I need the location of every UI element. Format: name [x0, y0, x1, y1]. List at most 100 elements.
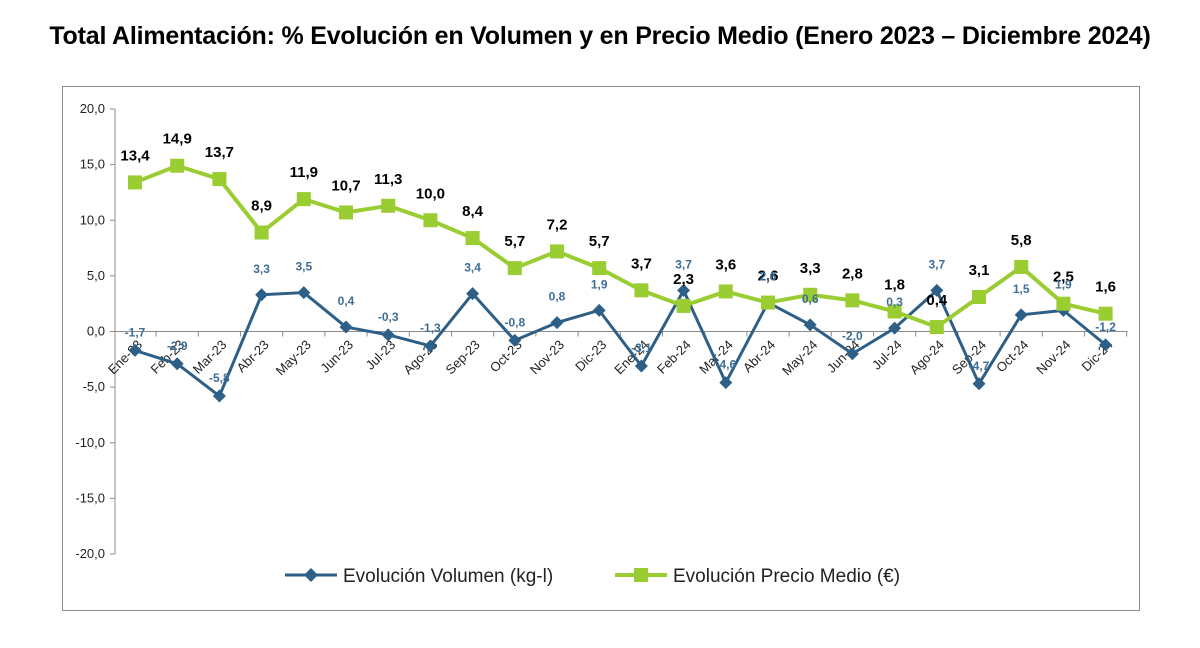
data-label-volumen: -2,9: [167, 339, 188, 353]
legend-label: Evolución Precio Medio (€): [673, 566, 900, 587]
y-tick-label: -10,0: [75, 435, 105, 450]
series-precio: [128, 158, 1113, 335]
x-tick-label: Ene-23: [105, 337, 145, 377]
x-tick-label: Sep-23: [442, 337, 482, 377]
chart-title: Total Alimentación: % Evolución en Volum…: [49, 22, 1151, 50]
y-tick-label: 0,0: [87, 324, 105, 339]
data-label-precio: 7,2: [547, 216, 568, 233]
data-point-volumen: [339, 320, 353, 334]
data-label-precio: 11,3: [374, 171, 402, 188]
data-label-volumen: -1,2: [1095, 320, 1116, 334]
x-tick-label: Oct-24: [993, 337, 1031, 375]
data-point-precio: [381, 198, 396, 213]
data-label-precio: 8,9: [251, 197, 272, 214]
data-label-volumen: 3,5: [295, 260, 312, 274]
data-label-volumen: 1,9: [591, 277, 608, 291]
data-point-precio: [296, 192, 311, 207]
data-point-precio: [1014, 259, 1029, 274]
data-point-precio: [634, 283, 649, 298]
data-label-precio: 5,7: [504, 233, 525, 250]
data-label-volumen: 1,5: [1013, 282, 1030, 296]
data-point-precio: [170, 158, 185, 173]
x-tick-label: Dic-23: [572, 337, 609, 374]
data-label-precio: 10,7: [331, 177, 360, 194]
data-label-volumen: 0,4: [338, 294, 355, 308]
data-label-precio: 3,3: [800, 260, 821, 277]
data-label-precio: 3,7: [631, 255, 652, 272]
legend-marker-square: [634, 568, 648, 582]
data-label-volumen: 0,8: [549, 290, 566, 304]
data-point-precio: [972, 290, 986, 305]
data-point-volumen: [592, 303, 606, 317]
x-tick-label: Ago-24: [907, 337, 947, 377]
legend-marker-diamond: [304, 568, 318, 582]
data-point-volumen: [888, 321, 902, 335]
data-point-volumen: [128, 343, 142, 357]
data-label-volumen: -1,7: [125, 325, 146, 339]
data-point-volumen: [1014, 308, 1028, 322]
data-label-precio: 2,6: [758, 268, 779, 285]
data-point-precio: [1056, 296, 1071, 311]
x-tick-label: Jun-23: [317, 337, 356, 376]
series-volumen: [128, 283, 1113, 403]
data-point-volumen: [255, 288, 269, 302]
data-point-precio: [423, 213, 438, 228]
data-label-volumen: -0,3: [378, 310, 399, 324]
data-label-precio: 13,4: [120, 147, 150, 164]
data-label-precio: 1,6: [1095, 279, 1116, 296]
data-point-volumen: [845, 347, 859, 361]
data-point-volumen: [930, 283, 944, 297]
y-tick-label: 5,0: [87, 268, 105, 283]
x-tick-label: Nov-24: [1033, 337, 1073, 377]
data-point-volumen: [634, 359, 648, 373]
data-point-volumen: [212, 389, 226, 403]
data-point-volumen: [719, 376, 733, 390]
data-point-precio: [1098, 306, 1113, 321]
data-label-volumen: -3,1: [631, 341, 652, 355]
data-point-volumen: [170, 357, 184, 371]
chart-frame: 20,0 15,0 10,0 5,0 0,0 -5,0 -10,0 -15,0 -20,0 En…: [62, 86, 1140, 611]
data-labels: 13,4 14,9 13,7 8,9 11,9 10,7 11,3 10,0 8,4 5,7 7,2…: [120, 131, 1116, 385]
x-tick-label: Jul-23: [363, 337, 399, 373]
x-tick-label: May-24: [779, 337, 820, 378]
data-point-volumen: [677, 283, 691, 297]
data-label-precio: 2,5: [1053, 269, 1074, 286]
data-point-volumen: [466, 287, 480, 301]
y-axis: 20,0 15,0 10,0 5,0 0,0 -5,0 -10,0 -15,0 -20,0: [75, 101, 116, 561]
legend: Evolución Volumen (kg-l) Evolución Precio…: [285, 566, 900, 587]
data-label-volumen: 1,9: [1055, 277, 1072, 291]
data-label-volumen: 3,7: [928, 257, 945, 271]
data-point-precio: [718, 284, 733, 299]
data-label-volumen: 2,6: [760, 270, 777, 284]
y-tick-label: 10,0: [80, 212, 105, 227]
data-point-volumen: [381, 328, 395, 342]
data-point-precio: [803, 287, 818, 302]
data-label-volumen: -4,6: [715, 358, 736, 372]
data-point-precio: [676, 298, 691, 313]
y-tick-label: -15,0: [75, 490, 105, 505]
data-label-precio: 5,8: [1011, 232, 1032, 249]
data-point-volumen: [803, 318, 817, 332]
data-label-volumen: -2,0: [842, 329, 863, 343]
data-point-precio: [845, 293, 860, 308]
y-tick-label: 15,0: [80, 157, 105, 172]
data-label-precio: 3,1: [969, 262, 990, 279]
data-label-precio: 8,4: [462, 203, 484, 220]
data-label-volumen: 3,3: [253, 262, 270, 276]
x-tick-label: Dic-24: [1079, 337, 1116, 374]
data-point-volumen: [508, 333, 522, 347]
x-tick-label: Jul-24: [869, 337, 905, 373]
data-point-precio: [254, 225, 269, 240]
data-point-precio: [550, 244, 564, 259]
data-label-precio: 2,3: [673, 271, 694, 288]
series-line: [134, 163, 1107, 330]
y-tick-label: -20,0: [75, 546, 105, 561]
y-tick-label: -5,0: [83, 379, 105, 394]
data-label-volumen: 0,3: [886, 295, 903, 309]
x-tick-label: Jun-24: [824, 337, 863, 376]
legend-label: Evolución Volumen (kg-l): [343, 566, 553, 587]
data-label-precio: 0,4: [926, 292, 948, 309]
x-tick-label: Abr-23: [234, 337, 272, 375]
data-point-volumen: [1099, 338, 1113, 352]
x-tick-label: Oct-23: [487, 337, 525, 375]
